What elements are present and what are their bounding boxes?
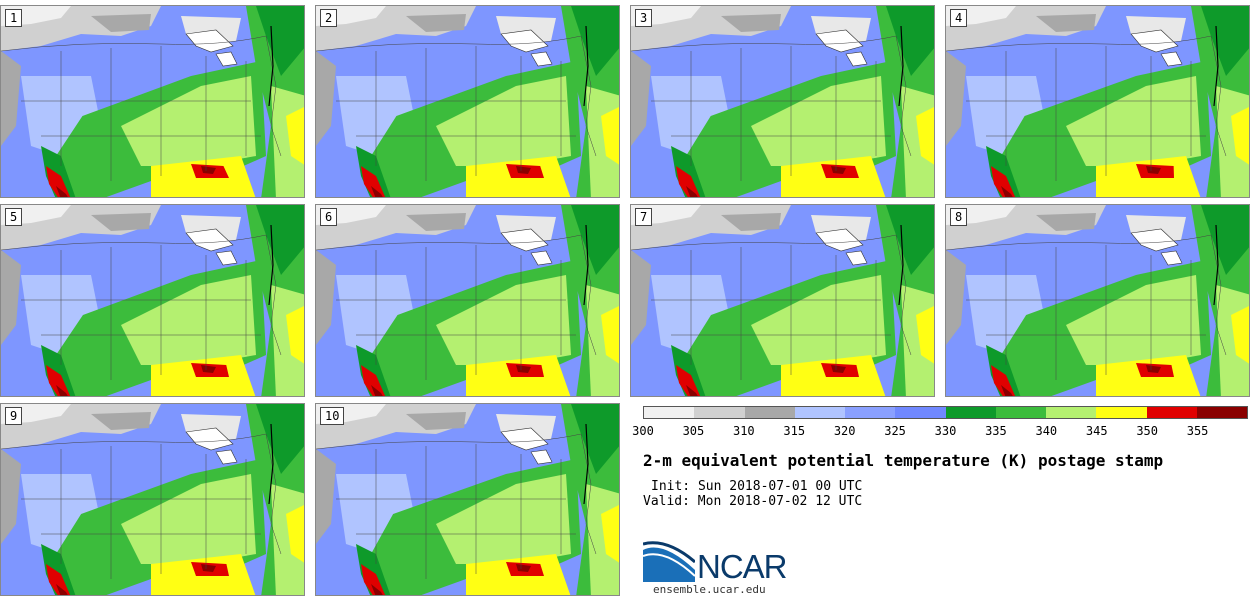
colorbar-swatch — [1096, 407, 1147, 418]
map-panel: 8 — [945, 204, 1250, 397]
map-panel: 7 — [630, 204, 935, 397]
map-panel: 2 — [315, 5, 620, 198]
map-panel: 1 — [0, 5, 305, 198]
panel-number-label: 1 — [5, 9, 23, 27]
map-panel: 10 — [315, 403, 620, 596]
panel-number-label: 5 — [5, 208, 23, 226]
panel-number-label: 4 — [950, 9, 968, 27]
colorbar-tick-label: 305 — [682, 424, 705, 438]
colorbar-tick-label: 335 — [985, 424, 1007, 438]
colorbar-swatch — [845, 407, 896, 418]
map-panel: 3 — [630, 5, 935, 198]
colorbar-swatch — [694, 407, 745, 418]
init-row: Init: Sun 2018-07-01 00 UTC — [651, 479, 862, 494]
valid-label: Valid: — [643, 494, 690, 509]
colorbar-swatch — [995, 407, 1046, 418]
colorbar-tick-label: 310 — [732, 424, 755, 438]
colorbar-swatch — [895, 407, 946, 418]
colorbar-tick-label: 355 — [1186, 424, 1209, 438]
colorbar-tick-label: 320 — [833, 424, 856, 438]
map-panel: 9 — [0, 403, 305, 596]
valid-value: Mon 2018-07-02 12 UTC — [697, 494, 863, 509]
colorbar-swatch — [945, 407, 996, 418]
colorbar-swatch — [794, 407, 845, 418]
colorbar-tick-label: 315 — [783, 424, 806, 438]
colorbar-swatch — [644, 407, 695, 418]
site-url[interactable]: ensemble.ucar.edu — [653, 583, 766, 596]
colorbar — [643, 406, 1248, 419]
valid-row: Valid: Mon 2018-07-02 12 UTC — [643, 494, 862, 509]
map-panel: 4 — [945, 5, 1250, 198]
panel-number-label: 8 — [950, 208, 968, 226]
colorbar-swatch — [1196, 407, 1247, 418]
panel-number-label: 3 — [635, 9, 653, 27]
panel-number-label: 2 — [320, 9, 338, 27]
ncar-logo-text: NCAR — [697, 548, 788, 585]
panel-number-label: 9 — [5, 407, 23, 425]
colorbar-swatch — [1146, 407, 1197, 418]
panel-number-label: 10 — [320, 407, 345, 425]
colorbar-swatch — [1046, 407, 1097, 418]
colorbar-swatch — [744, 407, 795, 418]
colorbar-tick-label: 350 — [1136, 424, 1158, 438]
colorbar-tick-label: 345 — [1085, 424, 1108, 438]
panel-number-label: 7 — [635, 208, 653, 226]
map-panel: 5 — [0, 204, 305, 397]
map-title: 2-m equivalent potential temperature (K)… — [643, 451, 1164, 470]
colorbar-tick-label: 300 — [632, 424, 654, 438]
init-value: Sun 2018-07-01 00 UTC — [697, 479, 863, 494]
colorbar-tick-label: 340 — [1035, 424, 1058, 438]
colorbar-tick-label: 330 — [934, 424, 957, 438]
init-label: Init: — [651, 479, 691, 494]
panel-number-label: 6 — [320, 208, 338, 226]
map-panel: 6 — [315, 204, 620, 397]
colorbar-tick-label: 325 — [884, 424, 906, 438]
ncar-logo-icon — [643, 540, 695, 582]
